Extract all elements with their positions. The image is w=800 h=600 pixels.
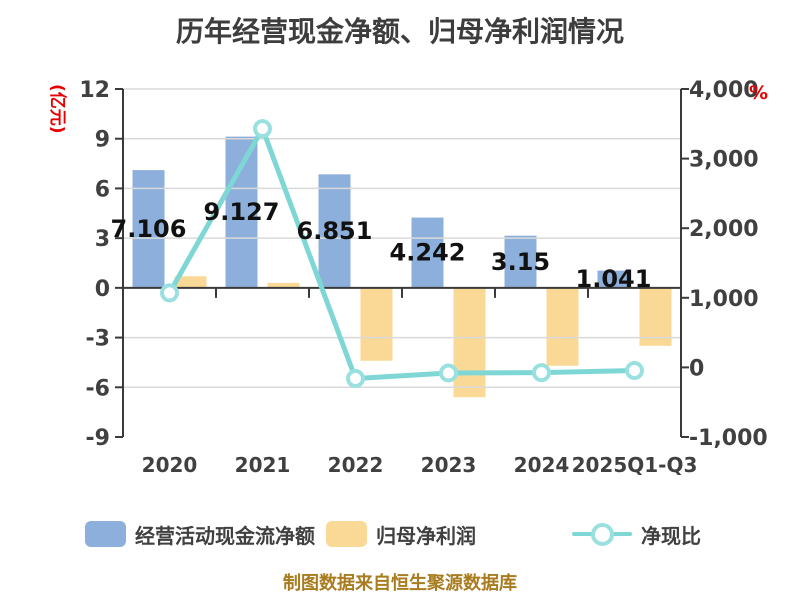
x-axis-label-2024: 2024 [514, 453, 570, 477]
bar-operating-cash-flow-2022 [318, 174, 351, 288]
bar-operating-cash-flow-2023 [411, 217, 444, 288]
data-source-note: 制图数据来自恒生聚源数据库 [283, 573, 517, 594]
net-cash-ratio-line [167, 126, 637, 382]
bar-operating-cash-flow-2020 [132, 170, 165, 288]
left-axis-tick-label-0: 0 [95, 277, 110, 302]
value-label-2021: 9.127 [204, 198, 280, 226]
legend-item-operating-cash-flow[interactable]: 经营活动现金流净额 [85, 519, 315, 549]
value-label-2020: 7.106 [111, 215, 187, 243]
legend-item-net-cash-ratio[interactable]: 净现比 [572, 519, 701, 549]
chart-title: 历年经营现金净额、归母净利润情况 [175, 15, 624, 48]
right-axis-tick-label-1,000: 1,000 [689, 287, 759, 312]
x-axis-label-2023: 2023 [421, 453, 477, 477]
value-label-2025Q1-Q3: 1.041 [576, 265, 652, 293]
left-axis-tick-label--3: -3 [86, 327, 110, 352]
x-axis-label-2021: 2021 [235, 453, 291, 477]
net-cash-ratio-point-2021 [253, 119, 272, 139]
bar-net-profit-2023 [453, 287, 486, 398]
bar-net-profit-2022 [360, 287, 393, 361]
right-axis-tick-label--1,000: -1,000 [689, 426, 768, 451]
bar-net-profit-2025Q1-Q3 [639, 287, 672, 346]
value-label-2023: 4.242 [390, 239, 466, 267]
left-axis-tick-label--9: -9 [86, 426, 110, 451]
legend-label-net-cash-ratio: 净现比 [641, 523, 701, 548]
right-axis-unit: % [749, 82, 768, 104]
left-axis-tick-label--6: -6 [86, 376, 110, 401]
bar-operating-cash-flow-2024 [504, 235, 537, 288]
right-axis-tick-label-4,000: 4,000 [689, 78, 759, 103]
legend-line-marker-icon [572, 519, 632, 549]
legend-label-net-profit: 归母净利润 [376, 523, 476, 548]
left-axis-tick-label-12: 12 [79, 78, 110, 103]
value-label-2022: 6.851 [297, 217, 373, 245]
bar-net-profit-2020 [174, 276, 207, 288]
x-axis-label-2025Q1-Q3: 2025Q1-Q3 [572, 453, 698, 477]
bar-operating-cash-flow-2025Q1-Q3 [597, 270, 630, 288]
legend: 经营活动现金流净额 归母净利润 净现比 [0, 519, 800, 551]
legend-swatch-yellow [326, 521, 367, 547]
net-cash-ratio-point-2024 [532, 363, 551, 383]
legend-item-net-profit[interactable]: 归母净利润 [326, 519, 476, 549]
x-axis-label-2020: 2020 [142, 453, 198, 477]
left-axis-tick-label-6: 6 [95, 177, 110, 202]
bar-net-profit-2024 [546, 287, 579, 366]
right-axis-tick-label-2,000: 2,000 [689, 217, 759, 242]
left-axis-tick-label-9: 9 [95, 128, 110, 153]
net-cash-ratio-point-2023 [439, 363, 458, 383]
left-axis-tick-label-3: 3 [95, 227, 110, 252]
legend-label-operating-cash-flow: 经营活动现金流净额 [135, 523, 315, 548]
legend-swatch-blue [85, 521, 126, 547]
net-cash-ratio-point-2025Q1-Q3 [625, 361, 644, 381]
bar-net-profit-2021 [267, 282, 300, 288]
right-axis-tick-label-0: 0 [689, 356, 704, 381]
net-cash-ratio-point-2020 [160, 283, 179, 303]
value-label-2024: 3.15 [491, 248, 550, 276]
right-axis-tick-label-3,000: 3,000 [689, 148, 759, 173]
x-axis-label-2022: 2022 [328, 453, 384, 477]
net-cash-ratio-point-2022 [346, 369, 365, 389]
